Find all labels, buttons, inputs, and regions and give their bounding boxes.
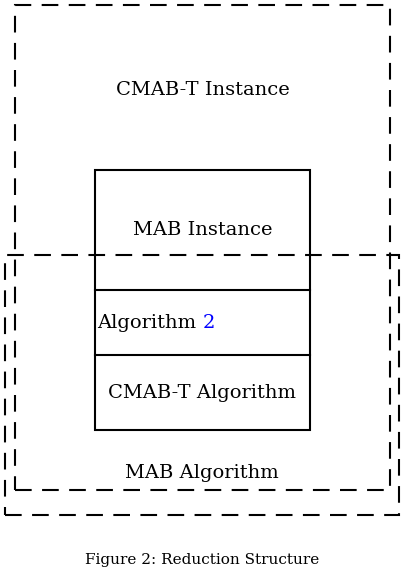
Text: MAB Algorithm: MAB Algorithm (125, 463, 279, 482)
Text: MAB Instance: MAB Instance (133, 221, 272, 239)
Text: Figure 2: Reduction Structure: Figure 2: Reduction Structure (85, 553, 319, 567)
Text: CMAB-T Algorithm: CMAB-T Algorithm (109, 383, 297, 402)
Bar (15, 5, 390, 490)
Text: 2: 2 (202, 313, 215, 332)
Bar (5, 255, 399, 515)
Text: CMAB-T Instance: CMAB-T Instance (116, 81, 289, 99)
Bar (95, 170, 310, 430)
Text: Algorithm: Algorithm (97, 313, 202, 332)
